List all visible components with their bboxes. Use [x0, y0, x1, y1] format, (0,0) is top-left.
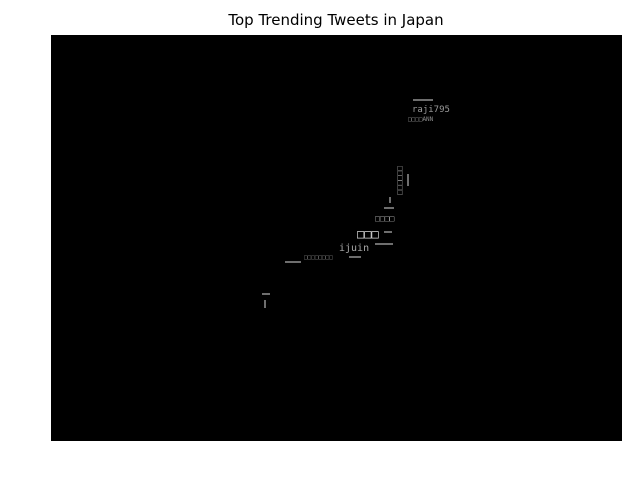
chart-title: Top Trending Tweets in Japan [228, 11, 444, 29]
faded-mark [413, 99, 433, 101]
word-ijuin: ijuin [339, 243, 369, 254]
faded-mark [384, 231, 392, 233]
faded-mark [375, 243, 393, 245]
word-four-char: □□□□ [375, 214, 394, 223]
faded-mark [407, 174, 409, 186]
plot-area: raji795 □□□□ANN □□□□□□ □□□□ □□□ ijuin □□… [51, 35, 622, 441]
faded-mark [264, 300, 266, 308]
faded-mark [349, 256, 361, 258]
word-ann: □□□□ANN [408, 116, 434, 123]
word-long: □□□□□□□□ [304, 254, 333, 261]
faded-mark [384, 207, 394, 209]
word-top: □□□ [357, 227, 379, 241]
faded-mark [285, 261, 301, 263]
faded-mark [262, 293, 270, 295]
word-raji795: raji795 [412, 105, 450, 115]
word-vertical: □□□□□□ [395, 166, 404, 195]
word-cloud: raji795 □□□□ANN □□□□□□ □□□□ □□□ ijuin □□… [262, 99, 450, 308]
faded-mark [389, 197, 391, 203]
